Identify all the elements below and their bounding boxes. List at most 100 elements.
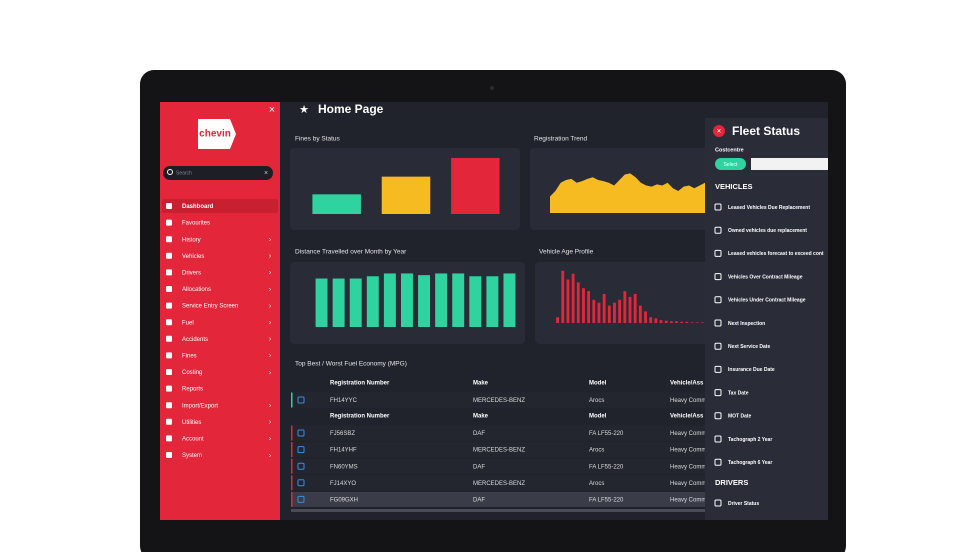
item-icon: [714, 296, 722, 304]
edit-icon[interactable]: [297, 446, 305, 454]
bar: [315, 278, 328, 327]
menu-item[interactable]: History: [182, 237, 201, 243]
item-icon: [714, 249, 722, 257]
fleet-item[interactable]: Tachograph 6 Year: [728, 460, 772, 466]
row-marker: [291, 392, 293, 408]
bar: [675, 321, 678, 323]
bar: [469, 276, 482, 327]
menu-icon: [166, 319, 172, 326]
chart-title: Vehicle Age Profile: [539, 249, 594, 256]
menu-item[interactable]: Favourites: [182, 221, 210, 227]
row-bg: [291, 425, 705, 441]
menu-item[interactable]: System: [182, 453, 202, 459]
menu-item[interactable]: Account: [182, 436, 204, 442]
menu-icon: [166, 252, 172, 259]
area: [550, 173, 705, 213]
cell: MERCEDES-BENZ: [473, 448, 525, 454]
item-icon: [714, 273, 722, 281]
fleet-item[interactable]: Insurance Due Date: [728, 367, 775, 373]
panel-title: Fleet Status: [732, 124, 800, 138]
fleet-item[interactable]: Tax Date: [728, 390, 749, 396]
fleet-item[interactable]: Driver Status: [728, 501, 759, 507]
menu-item[interactable]: Fuel: [182, 320, 194, 326]
menu: Dashboard Favourites History › Vehicles › Driv…: [162, 199, 278, 459]
field-label: Costcentre: [715, 147, 744, 153]
bar: [435, 273, 448, 327]
chevron: ›: [269, 237, 272, 244]
row-marker: [291, 425, 293, 441]
search-box[interactable]: [163, 166, 273, 180]
menu-item[interactable]: Reports: [182, 387, 203, 393]
bar: [451, 157, 500, 214]
fleet-item[interactable]: Next Service Date: [728, 344, 770, 350]
row-bg: [291, 442, 705, 458]
fleet-item[interactable]: Tachograph 2 Year: [728, 437, 772, 443]
cell: Arocs: [589, 398, 604, 404]
cell: Heavy Comm: [670, 481, 706, 487]
menu-item[interactable]: Utilities: [182, 420, 201, 426]
menu-item[interactable]: Import/Export: [182, 403, 218, 409]
item-icon: [714, 319, 722, 327]
menu-item[interactable]: Accidents: [182, 337, 208, 343]
fleet-item[interactable]: MOT Date: [728, 414, 752, 420]
row-marker: [291, 458, 293, 474]
menu-icon: [166, 418, 172, 425]
fleet-item[interactable]: Vehicles Under Contract Mileage: [728, 298, 806, 304]
edit-icon[interactable]: [297, 396, 305, 404]
column-header: Registration Number: [330, 381, 390, 387]
close-icon[interactable]: ×: [269, 104, 275, 116]
fleet-item[interactable]: Vehicles Over Contract Mileage: [728, 274, 803, 280]
bar: [312, 194, 361, 214]
fleet-status: × Fleet Status Costcentre Select VEHICLES Lea…: [713, 124, 828, 507]
bar: [618, 299, 622, 323]
edit-icon[interactable]: [297, 462, 305, 470]
cell: DAF: [473, 464, 485, 470]
bar: [685, 321, 689, 323]
cell: FG09GXH: [330, 497, 358, 503]
cell: Arocs: [589, 481, 604, 487]
select-button[interactable]: [715, 158, 746, 170]
fleet-item[interactable]: Owned vehicles due replacement: [728, 228, 807, 234]
column-header: Vehicle/Ass: [670, 414, 704, 420]
fleet-item[interactable]: Next Inspection: [728, 321, 765, 327]
row-marker: [291, 475, 293, 491]
menu-item[interactable]: Drivers: [182, 270, 201, 276]
fleet-item[interactable]: Leased vehicles forecast to exceed cont: [728, 251, 824, 257]
menu-icon: [166, 452, 172, 458]
bar: [418, 275, 431, 327]
menu-item[interactable]: Costing: [182, 370, 202, 376]
chart-title: Distance Travelled over Month by Year: [295, 249, 407, 256]
search-clear[interactable]: ×: [264, 170, 268, 177]
bar: [669, 321, 673, 323]
edit-icon[interactable]: [297, 495, 305, 503]
star-icon[interactable]: ★: [299, 104, 309, 116]
fleet-item[interactable]: Leased Vehicles Due Replacement: [728, 205, 810, 211]
menu-active: [162, 199, 278, 213]
close-x: ×: [717, 127, 722, 136]
search-icon: [167, 169, 173, 175]
bar: [503, 273, 516, 327]
bar: [452, 273, 465, 327]
menu-item[interactable]: Allocations: [182, 287, 211, 293]
menu-item[interactable]: Dashboard: [182, 204, 214, 210]
costcentre-input[interactable]: [751, 158, 828, 170]
bar: [383, 273, 396, 327]
bar: [644, 311, 647, 323]
chevron: ›: [269, 403, 272, 410]
item-icon: [714, 435, 722, 443]
logo-badge: [198, 119, 236, 149]
bar: [366, 276, 379, 327]
chevron: ›: [269, 303, 272, 310]
menu-item[interactable]: Service Entry Screen: [182, 304, 238, 310]
menu-item[interactable]: Fines: [182, 353, 197, 359]
cell: Heavy Comm: [670, 448, 706, 454]
row-bg: [291, 475, 705, 491]
bar: [633, 294, 637, 323]
edit-icon[interactable]: [297, 429, 305, 437]
bar: [332, 278, 345, 327]
column-header: Make: [473, 414, 489, 420]
menu-item[interactable]: Vehicles: [182, 254, 204, 260]
close-button[interactable]: [713, 125, 725, 137]
edit-icon[interactable]: [297, 479, 305, 487]
